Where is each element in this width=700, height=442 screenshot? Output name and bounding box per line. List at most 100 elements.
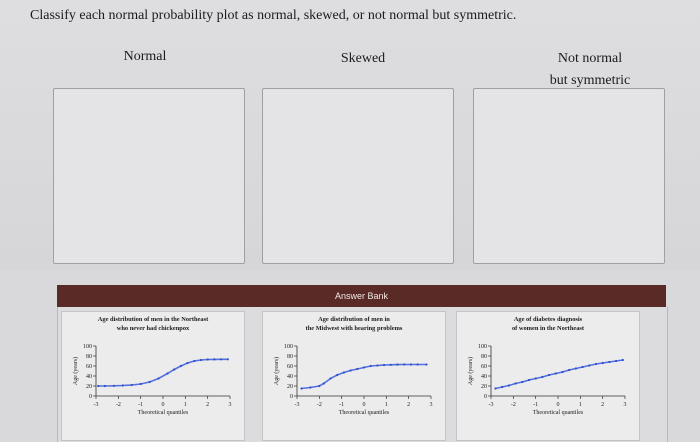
y-tick-label: 20 [86, 384, 92, 390]
y-tick-label: 100 [284, 344, 293, 350]
data-point [581, 365, 584, 369]
x-tick-label: -2 [511, 402, 516, 408]
data-point [322, 382, 325, 385]
data-point [166, 372, 169, 375]
x-tick-label: -2 [116, 402, 121, 408]
y-axis-label: Age (years) [72, 357, 79, 385]
data-point [300, 387, 303, 390]
data-point [601, 361, 604, 365]
data-point [534, 377, 537, 380]
category-heading-line: Skewed [340, 51, 386, 66]
y-tick-label: 60 [287, 364, 293, 370]
category-heading-line: Normal [123, 49, 167, 64]
data-point [389, 363, 392, 366]
data-point [342, 371, 345, 374]
y-tick-label: 0 [484, 394, 487, 400]
x-tick-label: 1 [184, 402, 187, 408]
answer-card-chickenpox[interactable]: Age distribution of men in the Northeast… [61, 311, 245, 441]
data-point [425, 363, 428, 366]
data-point [199, 358, 203, 362]
x-tick-label: -1 [533, 402, 538, 408]
data-point [521, 380, 524, 384]
data-point [615, 359, 618, 363]
data-point [206, 358, 209, 361]
data-point [403, 363, 406, 366]
x-tick-label: -3 [295, 402, 300, 408]
card-title-line: Age distribution of men in the Northeast [97, 316, 209, 323]
data-point [356, 367, 359, 371]
data-point [186, 361, 189, 365]
y-tick-label: 0 [89, 394, 92, 400]
data-point [376, 364, 379, 367]
card-title-line: Age of diabetes diagnosis [513, 316, 583, 323]
data-point [318, 384, 321, 388]
y-tick-label: 80 [86, 354, 92, 360]
data-point [541, 375, 544, 379]
data-point [112, 384, 115, 387]
data-point [329, 377, 332, 380]
data-point [608, 360, 611, 364]
drop-zone-not-normal[interactable] [473, 88, 665, 264]
data-point [173, 368, 176, 371]
data-point [362, 366, 366, 369]
qq-curve [494, 359, 624, 390]
data-point [157, 377, 160, 380]
data-point [309, 386, 312, 389]
y-tick-label: 60 [86, 364, 92, 370]
x-tick-label: 1 [579, 402, 582, 408]
data-point [179, 364, 182, 368]
y-tick-label: 40 [86, 374, 92, 380]
x-tick-label: -3 [489, 402, 494, 408]
category-heading-normal: Normal [115, 46, 175, 68]
data-point [594, 362, 598, 366]
data-point [226, 358, 229, 361]
y-tick-label: 20 [481, 384, 487, 390]
y-tick-label: 100 [83, 344, 92, 350]
qq-curve [97, 358, 229, 387]
x-axis-label: Theoretical quantiles [138, 410, 189, 416]
answer-bank-header: Answer Bank [57, 285, 666, 307]
card-title: Age of diabetes diagnosis of women in th… [457, 315, 639, 333]
drop-zone-skewed[interactable] [262, 88, 454, 264]
x-axis-label: Theoretical quantiles [339, 410, 390, 416]
answer-card-diabetes[interactable]: Age of diabetes diagnosis of women in th… [456, 311, 640, 441]
data-point [554, 372, 557, 375]
card-title-line: who never had chickenpox [116, 325, 190, 332]
data-point [349, 369, 352, 372]
x-tick-label: 2 [407, 402, 410, 408]
data-point [527, 378, 531, 382]
question-text: Classify each normal probability plot as… [30, 8, 517, 23]
y-tick-label: 40 [481, 374, 487, 380]
x-tick-label: 3 [229, 402, 232, 408]
data-point [97, 384, 100, 388]
data-point [396, 363, 399, 366]
y-tick-label: 80 [287, 354, 293, 360]
card-title-line: of women in the Northeast [511, 325, 585, 332]
card-title-line: the Midwest with hearing problems [305, 325, 403, 332]
data-point [213, 358, 216, 361]
category-heading-line: Not normal [557, 51, 623, 66]
x-tick-label: 2 [601, 402, 604, 408]
x-tick-label: -2 [317, 402, 322, 408]
x-axis-label: Theoretical quantiles [533, 410, 584, 416]
data-point [193, 359, 196, 363]
x-tick-label: 0 [162, 402, 165, 408]
answer-card-hearing[interactable]: Age distribution of men in the Midwest w… [262, 311, 446, 441]
category-heading-line: but symmetric [549, 73, 631, 88]
card-title: Age distribution of men in the Midwest w… [263, 315, 445, 333]
data-point [501, 385, 504, 389]
y-axis-label: Age (years) [467, 357, 474, 385]
data-point [336, 373, 339, 377]
data-point [621, 358, 624, 362]
data-point [103, 384, 106, 388]
data-point [220, 358, 223, 361]
y-tick-label: 40 [287, 374, 293, 380]
data-point [383, 363, 386, 367]
data-point [494, 387, 497, 390]
drop-zone-normal[interactable] [53, 88, 245, 264]
data-point [574, 367, 577, 370]
data-point [507, 384, 510, 387]
